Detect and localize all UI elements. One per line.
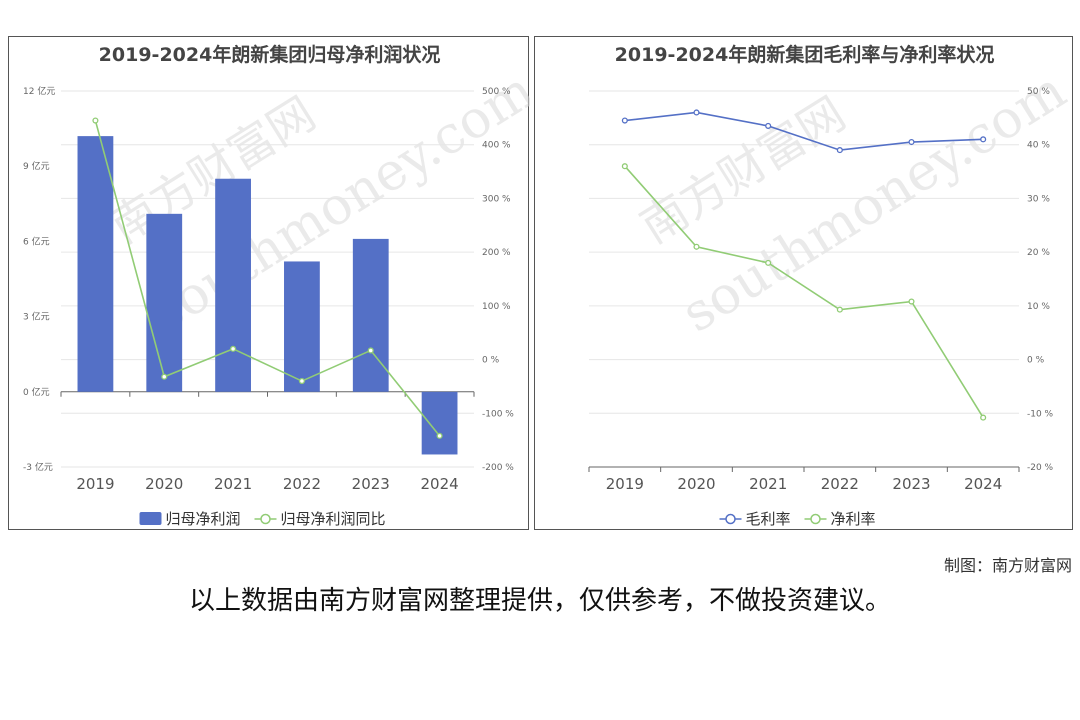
legend-label: 净利率 <box>831 510 876 528</box>
right-axis-tick-label: 0 % <box>482 356 500 366</box>
bar-归母净利润-2024 <box>421 391 458 455</box>
point-毛利率-2022 <box>836 147 843 154</box>
line-series-净利率 <box>624 165 984 419</box>
legend-swatch-marker <box>810 513 821 525</box>
bar-归母净利润-2020 <box>146 213 183 392</box>
bar-归母净利润-2021 <box>215 178 251 392</box>
point-毛利率-2019 <box>621 117 628 124</box>
right-axis-tick-label: 300 % <box>482 194 511 204</box>
right-axis-tick-label: 500 % <box>482 87 511 97</box>
legend-label: 归母净利润同比 <box>281 510 386 528</box>
line-series-毛利率 <box>624 111 984 151</box>
chart-title: 2019-2024年朗新集团归母净利润状况 <box>99 43 441 66</box>
chart-panel-net-profit: 南方财富网 southmoney.com 2019-2024年朗新集团归母净利润状况… <box>8 36 530 530</box>
right-axis-tick-label: 400 % <box>482 141 511 151</box>
x-axis-category-label: 2019 <box>76 475 114 493</box>
bar-归母净利润-2019 <box>77 136 114 392</box>
x-axis-category-label: 2021 <box>214 475 252 493</box>
left-axis-tick-label: -3 亿元 <box>23 461 53 473</box>
net-profit-chart: 南方财富网southmoney.com2019-2024年朗新集团归母净利润状况… <box>23 43 530 528</box>
x-axis-category-label: 2020 <box>145 475 183 493</box>
point-归母净利润同比-2019 <box>92 117 99 124</box>
left-axis-tick-label: 12 亿元 <box>23 85 55 97</box>
right-axis-tick-label: -20 % <box>1027 463 1054 473</box>
x-axis-category-label: 2023 <box>352 475 390 493</box>
point-归母净利润同比-2021 <box>230 345 237 352</box>
margin-chart: 南方财富网southmoney.com2019-2024年朗新集团毛利率与净利率… <box>588 43 1074 528</box>
disclaimer-note: 以上数据由南方财富网整理提供，仅供参考，不做投资建议。 <box>188 586 891 616</box>
point-净利率-2020 <box>693 243 700 250</box>
right-axis-tick-label: 0 % <box>1027 356 1045 366</box>
point-归母净利润同比-2024 <box>436 432 443 439</box>
right-axis-tick-label: 40 % <box>1027 141 1050 151</box>
point-毛利率-2024 <box>980 136 987 143</box>
x-axis-category-label: 2020 <box>677 475 715 493</box>
point-净利率-2024 <box>980 414 987 421</box>
point-归母净利润同比-2023 <box>367 347 374 354</box>
x-axis-category-label: 2022 <box>821 475 859 493</box>
point-净利率-2021 <box>765 259 772 266</box>
chart-panel-margins: 南方财富网 southmoney.com 2019-2024年朗新集团毛利率与净利率… <box>534 36 1074 530</box>
legend-swatch-marker <box>725 513 736 525</box>
point-净利率-2022 <box>836 306 843 313</box>
right-axis-tick-label: 30 % <box>1027 194 1050 204</box>
left-axis-tick-label: 6 亿元 <box>23 235 50 247</box>
legend-swatch-bar <box>139 512 162 525</box>
right-axis-tick-label: -10 % <box>1027 409 1054 419</box>
right-axis-tick-label: 200 % <box>482 248 511 258</box>
point-毛利率-2020 <box>693 109 700 116</box>
bar-归母净利润-2023 <box>352 238 389 392</box>
right-axis-tick-label: -200 % <box>482 463 514 473</box>
left-axis-tick-label: 9 亿元 <box>23 160 50 172</box>
x-axis-category-label: 2019 <box>606 475 644 493</box>
point-毛利率-2021 <box>765 122 772 129</box>
x-axis-category-label: 2022 <box>283 475 321 493</box>
chart-credit: 制图：南方财富网 <box>943 556 1072 575</box>
right-axis-tick-label: 10 % <box>1027 302 1050 312</box>
point-归母净利润同比-2020 <box>161 373 168 380</box>
chart-title: 2019-2024年朗新集团毛利率与净利率状况 <box>615 43 995 66</box>
legend-label: 毛利率 <box>746 510 791 528</box>
legend-label: 归母净利润 <box>166 510 241 528</box>
point-毛利率-2023 <box>908 138 915 146</box>
point-净利率-2019 <box>621 163 628 170</box>
x-axis-category-label: 2021 <box>749 475 787 493</box>
left-axis-tick-label: 3 亿元 <box>23 311 50 323</box>
right-axis-tick-label: 100 % <box>482 302 511 312</box>
point-归母净利润同比-2022 <box>298 378 305 385</box>
x-axis-category-label: 2024 <box>420 475 458 493</box>
right-axis-tick-label: -100 % <box>482 409 514 419</box>
x-axis-category-label: 2024 <box>964 475 1002 493</box>
point-净利率-2023 <box>908 298 915 305</box>
bar-归母净利润-2022 <box>284 261 320 392</box>
x-axis-category-label: 2023 <box>892 475 930 493</box>
legend-swatch-marker <box>260 513 271 525</box>
right-axis-tick-label: 20 % <box>1027 248 1050 258</box>
line-series-归母净利润同比 <box>94 120 441 437</box>
right-axis-tick-label: 50 % <box>1027 87 1050 97</box>
left-axis-tick-label: 0 亿元 <box>23 386 50 398</box>
